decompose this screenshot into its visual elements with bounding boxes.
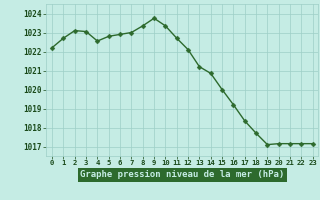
X-axis label: Graphe pression niveau de la mer (hPa): Graphe pression niveau de la mer (hPa) bbox=[80, 170, 284, 179]
